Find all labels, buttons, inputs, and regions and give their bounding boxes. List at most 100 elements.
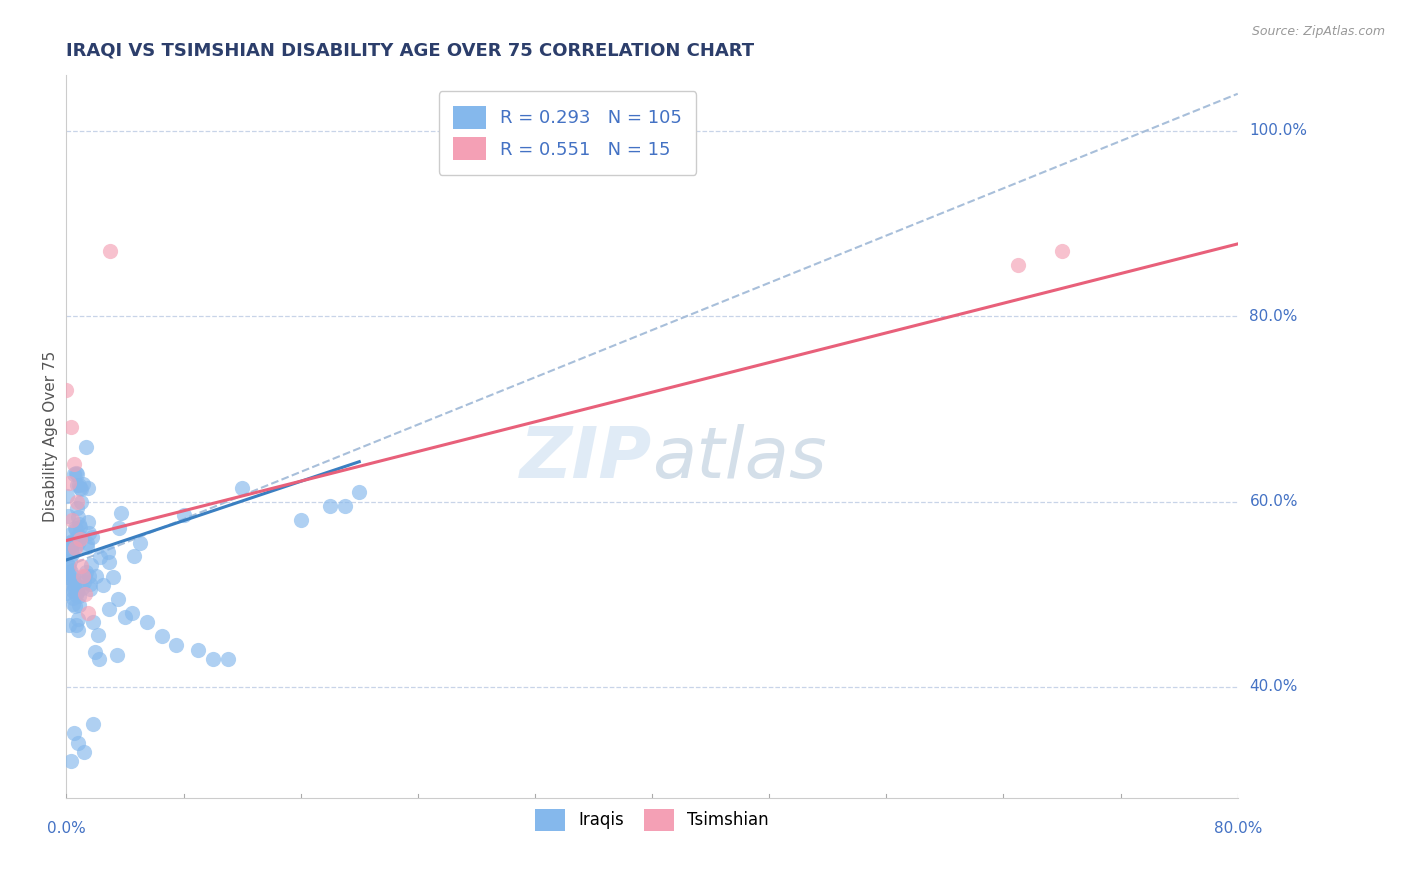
Point bbox=[72, 476, 94, 491]
Point bbox=[73, 574, 96, 589]
Point bbox=[60, 547, 83, 561]
Point bbox=[69, 530, 91, 544]
Point bbox=[107, 591, 129, 606]
Point bbox=[65, 478, 87, 492]
Point bbox=[79, 582, 101, 596]
Point bbox=[56, 566, 79, 580]
Point bbox=[56, 509, 79, 524]
Point bbox=[100, 244, 122, 259]
Point bbox=[55, 384, 77, 398]
Point bbox=[58, 618, 80, 632]
Point bbox=[65, 588, 87, 602]
Point bbox=[108, 521, 131, 535]
Point bbox=[70, 582, 93, 596]
Point bbox=[97, 602, 120, 616]
Text: 100.0%: 100.0% bbox=[1250, 123, 1308, 138]
Point bbox=[128, 536, 150, 550]
Point bbox=[201, 652, 224, 666]
Text: IRAQI VS TSIMSHIAN DISABILITY AGE OVER 75 CORRELATION CHART: IRAQI VS TSIMSHIAN DISABILITY AGE OVER 7… bbox=[66, 42, 755, 60]
Point bbox=[59, 554, 82, 568]
Point bbox=[62, 467, 84, 481]
Point bbox=[76, 541, 98, 555]
Point bbox=[62, 591, 84, 605]
Text: 80.0%: 80.0% bbox=[1250, 309, 1298, 324]
Point bbox=[187, 643, 209, 657]
Point bbox=[165, 638, 187, 652]
Point bbox=[75, 440, 97, 454]
Point bbox=[75, 587, 97, 601]
Point bbox=[75, 565, 97, 579]
Point bbox=[82, 530, 104, 544]
Text: 0.0%: 0.0% bbox=[46, 822, 86, 837]
Text: Source: ZipAtlas.com: Source: ZipAtlas.com bbox=[1251, 25, 1385, 38]
Text: ZIP: ZIP bbox=[520, 424, 652, 493]
Point bbox=[87, 652, 110, 666]
Point bbox=[97, 545, 120, 559]
Point bbox=[77, 606, 100, 620]
Point bbox=[107, 648, 129, 663]
Point bbox=[82, 615, 104, 629]
Point bbox=[82, 717, 104, 731]
Point bbox=[75, 569, 97, 583]
Point bbox=[79, 576, 101, 591]
Text: atlas: atlas bbox=[652, 424, 827, 493]
Point bbox=[69, 598, 91, 612]
Point bbox=[66, 500, 89, 515]
Point bbox=[65, 541, 87, 555]
Point bbox=[333, 499, 356, 513]
Point bbox=[72, 568, 94, 582]
Point bbox=[65, 617, 87, 632]
Point bbox=[67, 478, 90, 492]
Point bbox=[66, 467, 89, 482]
Point bbox=[63, 540, 86, 554]
Point bbox=[89, 550, 111, 565]
Point bbox=[231, 481, 253, 495]
Point bbox=[59, 420, 82, 434]
Point bbox=[62, 568, 84, 582]
Point bbox=[66, 494, 89, 508]
Point bbox=[77, 481, 100, 495]
Point bbox=[77, 525, 100, 540]
Point bbox=[62, 583, 84, 598]
Text: 80.0%: 80.0% bbox=[1213, 822, 1263, 837]
Point bbox=[77, 569, 100, 583]
Point bbox=[1007, 258, 1029, 272]
Point bbox=[63, 521, 86, 535]
Legend: Iraqis, Tsimshian: Iraqis, Tsimshian bbox=[522, 796, 783, 844]
Point bbox=[73, 745, 96, 759]
Point bbox=[84, 645, 107, 659]
Point bbox=[58, 475, 80, 490]
Point bbox=[136, 615, 159, 629]
Point bbox=[80, 558, 103, 572]
Point bbox=[217, 652, 239, 666]
Y-axis label: Disability Age Over 75: Disability Age Over 75 bbox=[44, 351, 58, 523]
Point bbox=[87, 628, 110, 642]
Point bbox=[60, 538, 83, 552]
Point bbox=[62, 533, 84, 548]
Point bbox=[121, 606, 143, 620]
Text: 60.0%: 60.0% bbox=[1250, 494, 1298, 509]
Point bbox=[58, 558, 80, 573]
Point bbox=[63, 581, 86, 595]
Point bbox=[103, 570, 125, 584]
Point bbox=[67, 517, 90, 532]
Point bbox=[70, 559, 93, 574]
Point bbox=[66, 585, 89, 599]
Point bbox=[97, 556, 120, 570]
Point bbox=[58, 535, 80, 549]
Point bbox=[1050, 244, 1073, 259]
Point bbox=[70, 482, 93, 496]
Point bbox=[114, 609, 136, 624]
Point bbox=[66, 510, 89, 524]
Point bbox=[150, 629, 173, 643]
Point bbox=[66, 535, 89, 549]
Point bbox=[56, 586, 79, 600]
Point bbox=[62, 574, 84, 588]
Point bbox=[77, 515, 100, 529]
Point bbox=[122, 549, 145, 564]
Point bbox=[67, 735, 90, 749]
Point bbox=[69, 482, 91, 496]
Point bbox=[60, 544, 83, 558]
Point bbox=[69, 532, 91, 546]
Point bbox=[76, 536, 98, 550]
